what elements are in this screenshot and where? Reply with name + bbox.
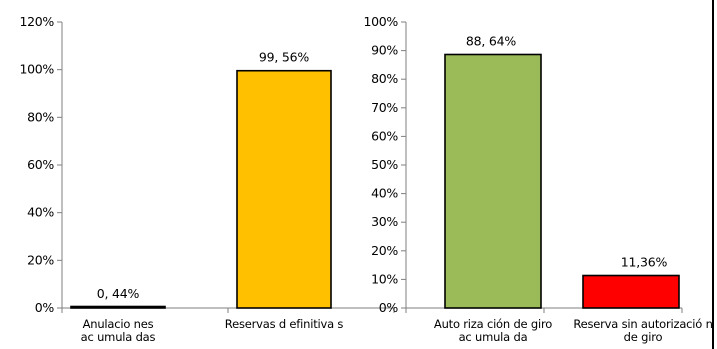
y-tick-label: 10% <box>371 271 398 286</box>
bar <box>582 274 680 309</box>
data-label: 99, 56% <box>259 50 310 65</box>
category-label: Reservas d efinitiva s <box>225 317 344 331</box>
y-tick-label: 70% <box>371 100 398 115</box>
y-tick-label: 100% <box>19 62 54 77</box>
y-tick-label: 0% <box>379 300 399 315</box>
category-label: Reserva sin autorizació n <box>573 317 712 331</box>
category-label: ac umula das <box>81 330 156 344</box>
y-tick-label: 60% <box>27 157 54 172</box>
category-label: Auto riza ción de giro <box>434 317 552 331</box>
y-tick-label: 60% <box>371 128 398 143</box>
y-tick-label: 80% <box>371 71 398 86</box>
y-tick-label: 100% <box>363 14 398 29</box>
y-tick-label: 0% <box>35 300 55 315</box>
data-label: 0, 44% <box>97 286 140 301</box>
y-tick-label: 30% <box>371 214 398 229</box>
y-tick-label: 40% <box>371 186 398 201</box>
category-label: ac umula da <box>459 330 528 344</box>
category-label: Anulacio nes <box>83 317 154 331</box>
y-tick-label: 20% <box>27 252 54 267</box>
y-tick-label: 40% <box>27 205 54 220</box>
chart-1: 0% 20% 40% 60% 80% 100% 120% 0, 44% Anulacio nes… <box>19 14 395 344</box>
data-label: 11,36% <box>621 255 668 270</box>
y-tick-label: 90% <box>371 43 398 58</box>
y-tick-label: 120% <box>19 14 54 29</box>
data-label: 88, 64% <box>466 33 517 48</box>
y-tick-label: 80% <box>27 109 54 124</box>
chart-2: 0% 10% 20% 30% 40% 50% 60% 70% 80% 90% 100% 88, 64%… <box>363 14 712 344</box>
bar <box>70 305 166 309</box>
bar <box>236 69 332 309</box>
category-label: de giro <box>624 330 663 344</box>
y-tick-label: 50% <box>371 157 398 172</box>
bar <box>444 53 542 309</box>
y-tick-label: 20% <box>371 243 398 258</box>
